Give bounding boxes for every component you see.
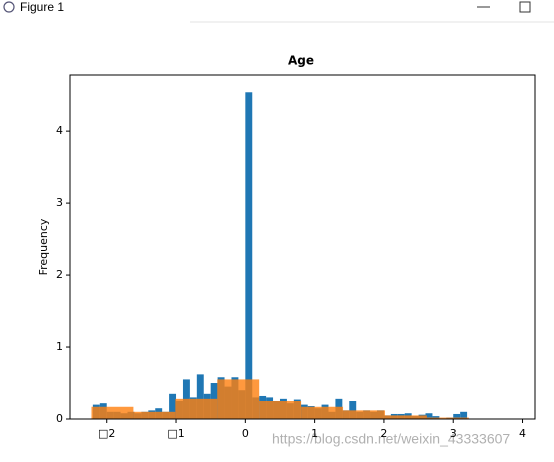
histogram-bar (169, 393, 177, 419)
axes-frame (69, 74, 536, 420)
app-icon (3, 1, 15, 13)
y-tick-label: 1 (56, 340, 63, 353)
histogram-bar (460, 411, 468, 419)
x-tick-label: 4 (519, 427, 526, 440)
histogram-bar (301, 406, 344, 419)
histogram-bar (349, 401, 357, 419)
x-tick-label: 2 (380, 427, 387, 440)
histogram-bar (384, 415, 427, 419)
window-title: Figure 1 (20, 0, 64, 14)
x-tick-label: □1 (167, 427, 184, 440)
histogram-bar (175, 398, 218, 419)
title-bar: Figure 1 (3, 0, 554, 23)
histogram-bar (343, 410, 385, 419)
plot-area (91, 92, 469, 419)
y-axis-label: Frequency (37, 218, 50, 275)
histogram-bar (91, 406, 134, 419)
histogram-bar (133, 411, 176, 419)
y-tick-label: 2 (56, 268, 63, 281)
histogram-bar (196, 374, 204, 419)
x-tick-label: □2 (98, 427, 115, 440)
histogram-bar (245, 92, 253, 419)
x-tick-label: 3 (450, 427, 457, 440)
histogram-bar (425, 413, 433, 419)
chart-title: Age (288, 54, 314, 68)
watermark: https://blog.csdn.net/weixin_43333607 (272, 431, 510, 447)
histogram-bar (426, 417, 469, 419)
histogram-bar (259, 401, 302, 419)
histogram-bar (217, 379, 260, 419)
y-tick-label: 0 (56, 412, 63, 425)
x-tick-label: 0 (242, 427, 249, 440)
y-tick-label: 3 (56, 196, 63, 209)
histogram-bar (453, 413, 461, 419)
maximize-button[interactable] (519, 1, 531, 13)
x-tick-label: 1 (311, 427, 318, 440)
y-tick-label: 4 (56, 124, 63, 137)
